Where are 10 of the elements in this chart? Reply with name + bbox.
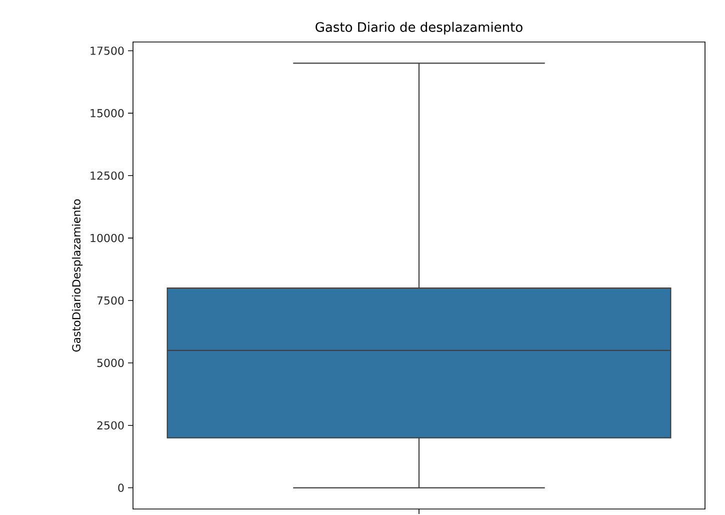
y-tick-label: 5000 — [97, 358, 124, 368]
y-tick-label: 7500 — [97, 296, 124, 305]
y-tick-label: 2500 — [97, 421, 124, 430]
y-tick-label: 0 — [118, 484, 124, 492]
y-tick-label: 12500 — [90, 171, 124, 180]
chart-title: Gasto Diario de desplazamiento — [316, 22, 522, 34]
y-tick-label: 15000 — [90, 109, 124, 118]
y-tick-label: 10000 — [90, 234, 124, 242]
y-axis-title: GastoDiarioDesplazamiento — [72, 199, 83, 352]
y-tick-label: 17500 — [90, 46, 124, 55]
